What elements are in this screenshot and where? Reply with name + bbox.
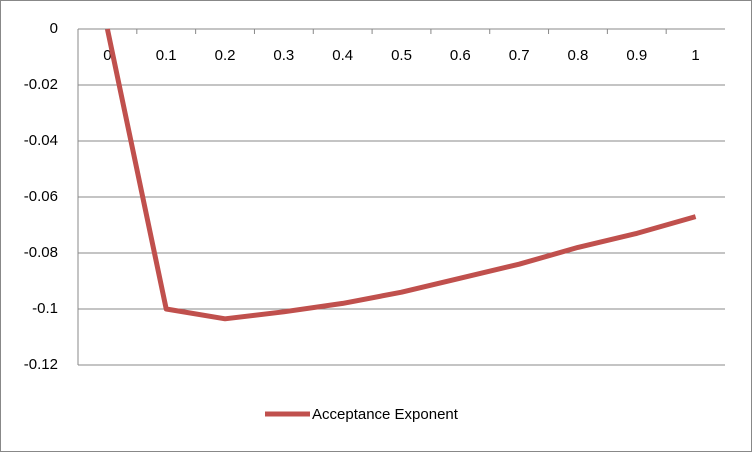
x-tick-label: 1 <box>691 47 699 64</box>
x-tick-label: 0.1 <box>156 47 177 64</box>
x-tick-label: 0.8 <box>568 47 589 64</box>
y-tick-label: -0.06 <box>24 188 58 205</box>
legend-label: Acceptance Exponent <box>312 406 459 423</box>
y-tick-label: -0.04 <box>24 132 58 149</box>
y-tick-label: -0.1 <box>32 300 58 317</box>
series-line <box>104 28 697 322</box>
y-tick-label: -0.08 <box>24 244 58 261</box>
x-tick-label: 0.7 <box>509 47 530 64</box>
x-tick-label: 0.6 <box>450 47 471 64</box>
x-tick-label: 0.5 <box>391 47 412 64</box>
x-tick-label: 0.3 <box>273 47 294 64</box>
x-tick-label: 0.9 <box>626 47 647 64</box>
x-tick-label: 0.2 <box>215 47 236 64</box>
x-tick-label: 0.4 <box>332 47 353 64</box>
y-tick-label: -0.02 <box>24 76 58 93</box>
y-tick-label: -0.12 <box>24 356 58 373</box>
x-tick-label: 0 <box>103 47 111 64</box>
y-tick-label: 0 <box>50 20 58 37</box>
